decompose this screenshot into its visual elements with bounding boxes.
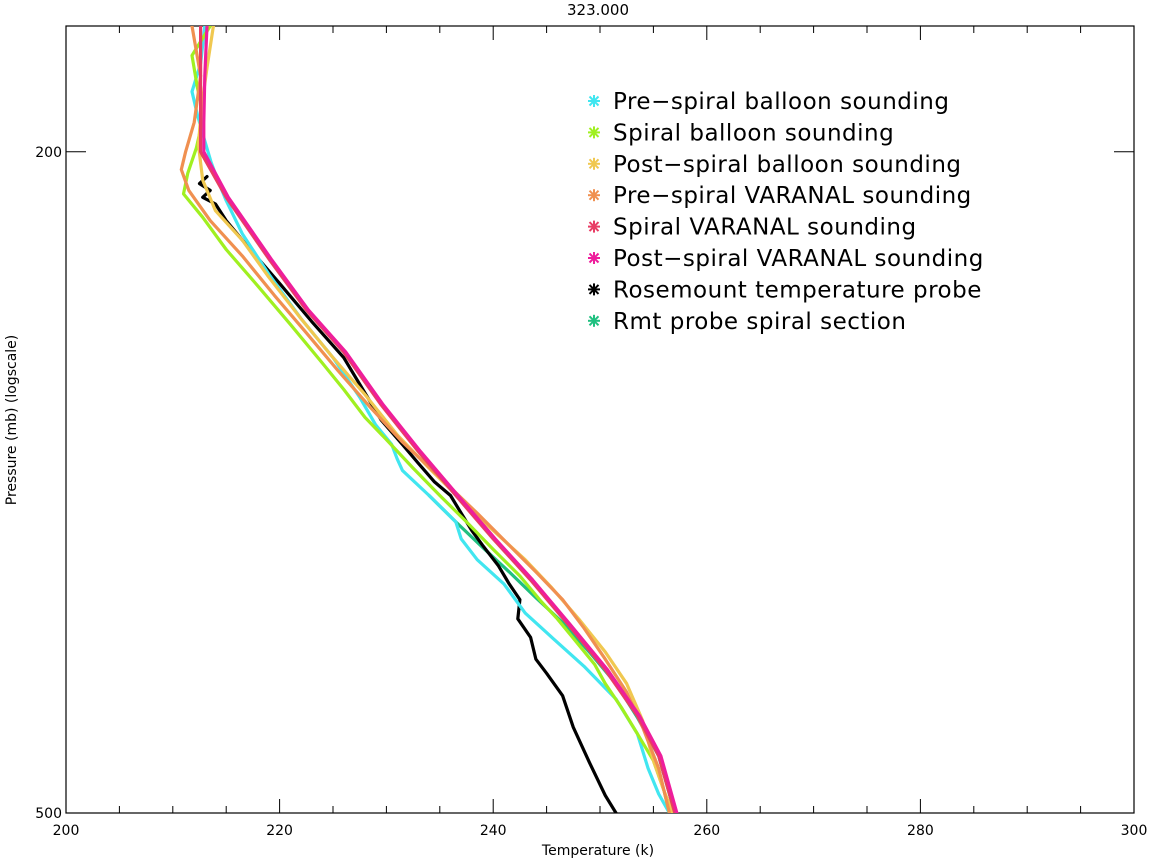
legend-label: Pre−spiral VARANAL sounding [613,183,972,209]
legend-label: Rmt probe spiral section [613,309,906,335]
legend-item: Spiral VARANAL sounding [588,215,917,241]
axis-ticks [65,26,1135,814]
y-tick-label: 200 [35,145,62,161]
legend-marker-star-icon [588,189,600,202]
legend-marker-star-icon [588,220,600,233]
legend-marker-star-icon [588,95,600,107]
y-axis-title: Pressure (mb) (logscale) [4,335,20,505]
series-line-spiral-varanal-sounding [199,26,677,813]
legend: Pre−spiral balloon sounding Spiral balloo… [588,89,984,335]
legend-item: Pre−spiral balloon sounding [588,89,949,115]
legend-label: Spiral balloon sounding [613,120,894,146]
x-tick-label: 220 [266,823,293,839]
x-tick-label: 200 [53,823,80,839]
legend-marker-star-icon [588,252,600,264]
x-tick-labels: 200 220 240 260 280 300 [53,823,1148,839]
series-line-pre-spiral-balloon-sounding [190,26,671,813]
legend-item: Rosemount temperature probe [588,277,982,303]
legend-item: Rmt probe spiral section [588,309,906,335]
x-tick-label: 300 [1121,823,1148,839]
legend-marker-star-icon [588,314,600,327]
x-tick-label: 260 [693,823,720,839]
legend-label: Post−spiral balloon sounding [613,152,962,178]
y-tick-label: 500 [35,806,62,822]
legend-item: Post−spiral balloon sounding [588,152,962,178]
legend-item: Post−spiral VARANAL sounding [588,246,984,272]
legend-item: Spiral balloon sounding [588,120,894,146]
series-line-rosemount-temperature-probe [197,175,618,813]
x-tick-label: 240 [480,823,507,839]
series-line-post-spiral-balloon-sounding [196,26,675,813]
y-tick-labels: 200 500 [35,145,62,822]
series-line-spiral-balloon-sounding [181,26,671,813]
series-layer [179,26,679,813]
legend-label: Rosemount temperature probe [613,277,982,303]
legend-label: Pre−spiral balloon sounding [613,89,949,115]
legend-label: Spiral VARANAL sounding [613,215,917,241]
legend-marker-star-icon [588,157,600,170]
chart-title: 323.000 [567,1,629,19]
legend-marker-star-icon [588,126,600,139]
legend-marker-star-icon [588,283,600,296]
legend-item: Pre−spiral VARANAL sounding [588,183,972,209]
series-line-pre-spiral-varanal-sounding [179,26,671,813]
series-line-post-spiral-varanal-sounding [202,26,679,813]
x-axis-title: Temperature (k) [541,843,654,859]
legend-label: Post−spiral VARANAL sounding [613,246,984,272]
x-tick-label: 280 [907,823,934,839]
plot-frame [65,25,1135,814]
